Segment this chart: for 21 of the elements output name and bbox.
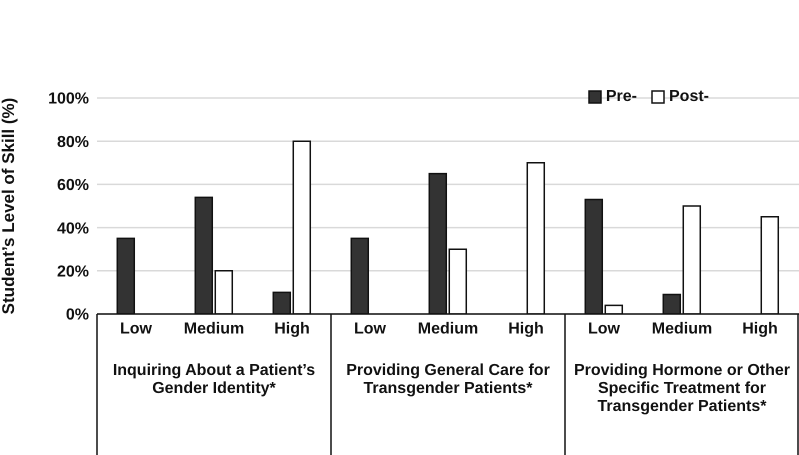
y-tick-label: 40% xyxy=(56,220,89,238)
x-tick-label: High xyxy=(274,320,310,338)
legend-label: Pre- xyxy=(606,88,637,106)
x-tick-label: Low xyxy=(354,320,387,338)
y-tick-label: 0% xyxy=(66,306,89,324)
y-tick-label: 20% xyxy=(56,263,89,280)
y-tick-label: 60% xyxy=(56,177,89,194)
x-tick-label: Medium xyxy=(184,320,244,338)
text: Providing General Care for Transgender Patients* xyxy=(345,362,551,398)
y-axis-title: Student’s Level of Skill (%) xyxy=(0,98,18,314)
x-tick-label: Low xyxy=(120,320,153,338)
legend-label: Post- xyxy=(669,88,709,106)
x-tick-label: High xyxy=(508,320,544,338)
x-tick-label: High xyxy=(742,320,778,338)
text: Inquiring About a Patient’s Gender Identity* xyxy=(112,362,316,398)
y-tick-label: 80% xyxy=(56,134,89,151)
x-tick-label: Low xyxy=(588,320,621,338)
x-tick-label: Medium xyxy=(652,320,712,338)
x-tick-label: Medium xyxy=(418,320,478,338)
y-tick-label: 100% xyxy=(48,90,89,108)
text: Providing Hormone or Other Specific Treatment for Transgender Patients* xyxy=(572,362,791,416)
